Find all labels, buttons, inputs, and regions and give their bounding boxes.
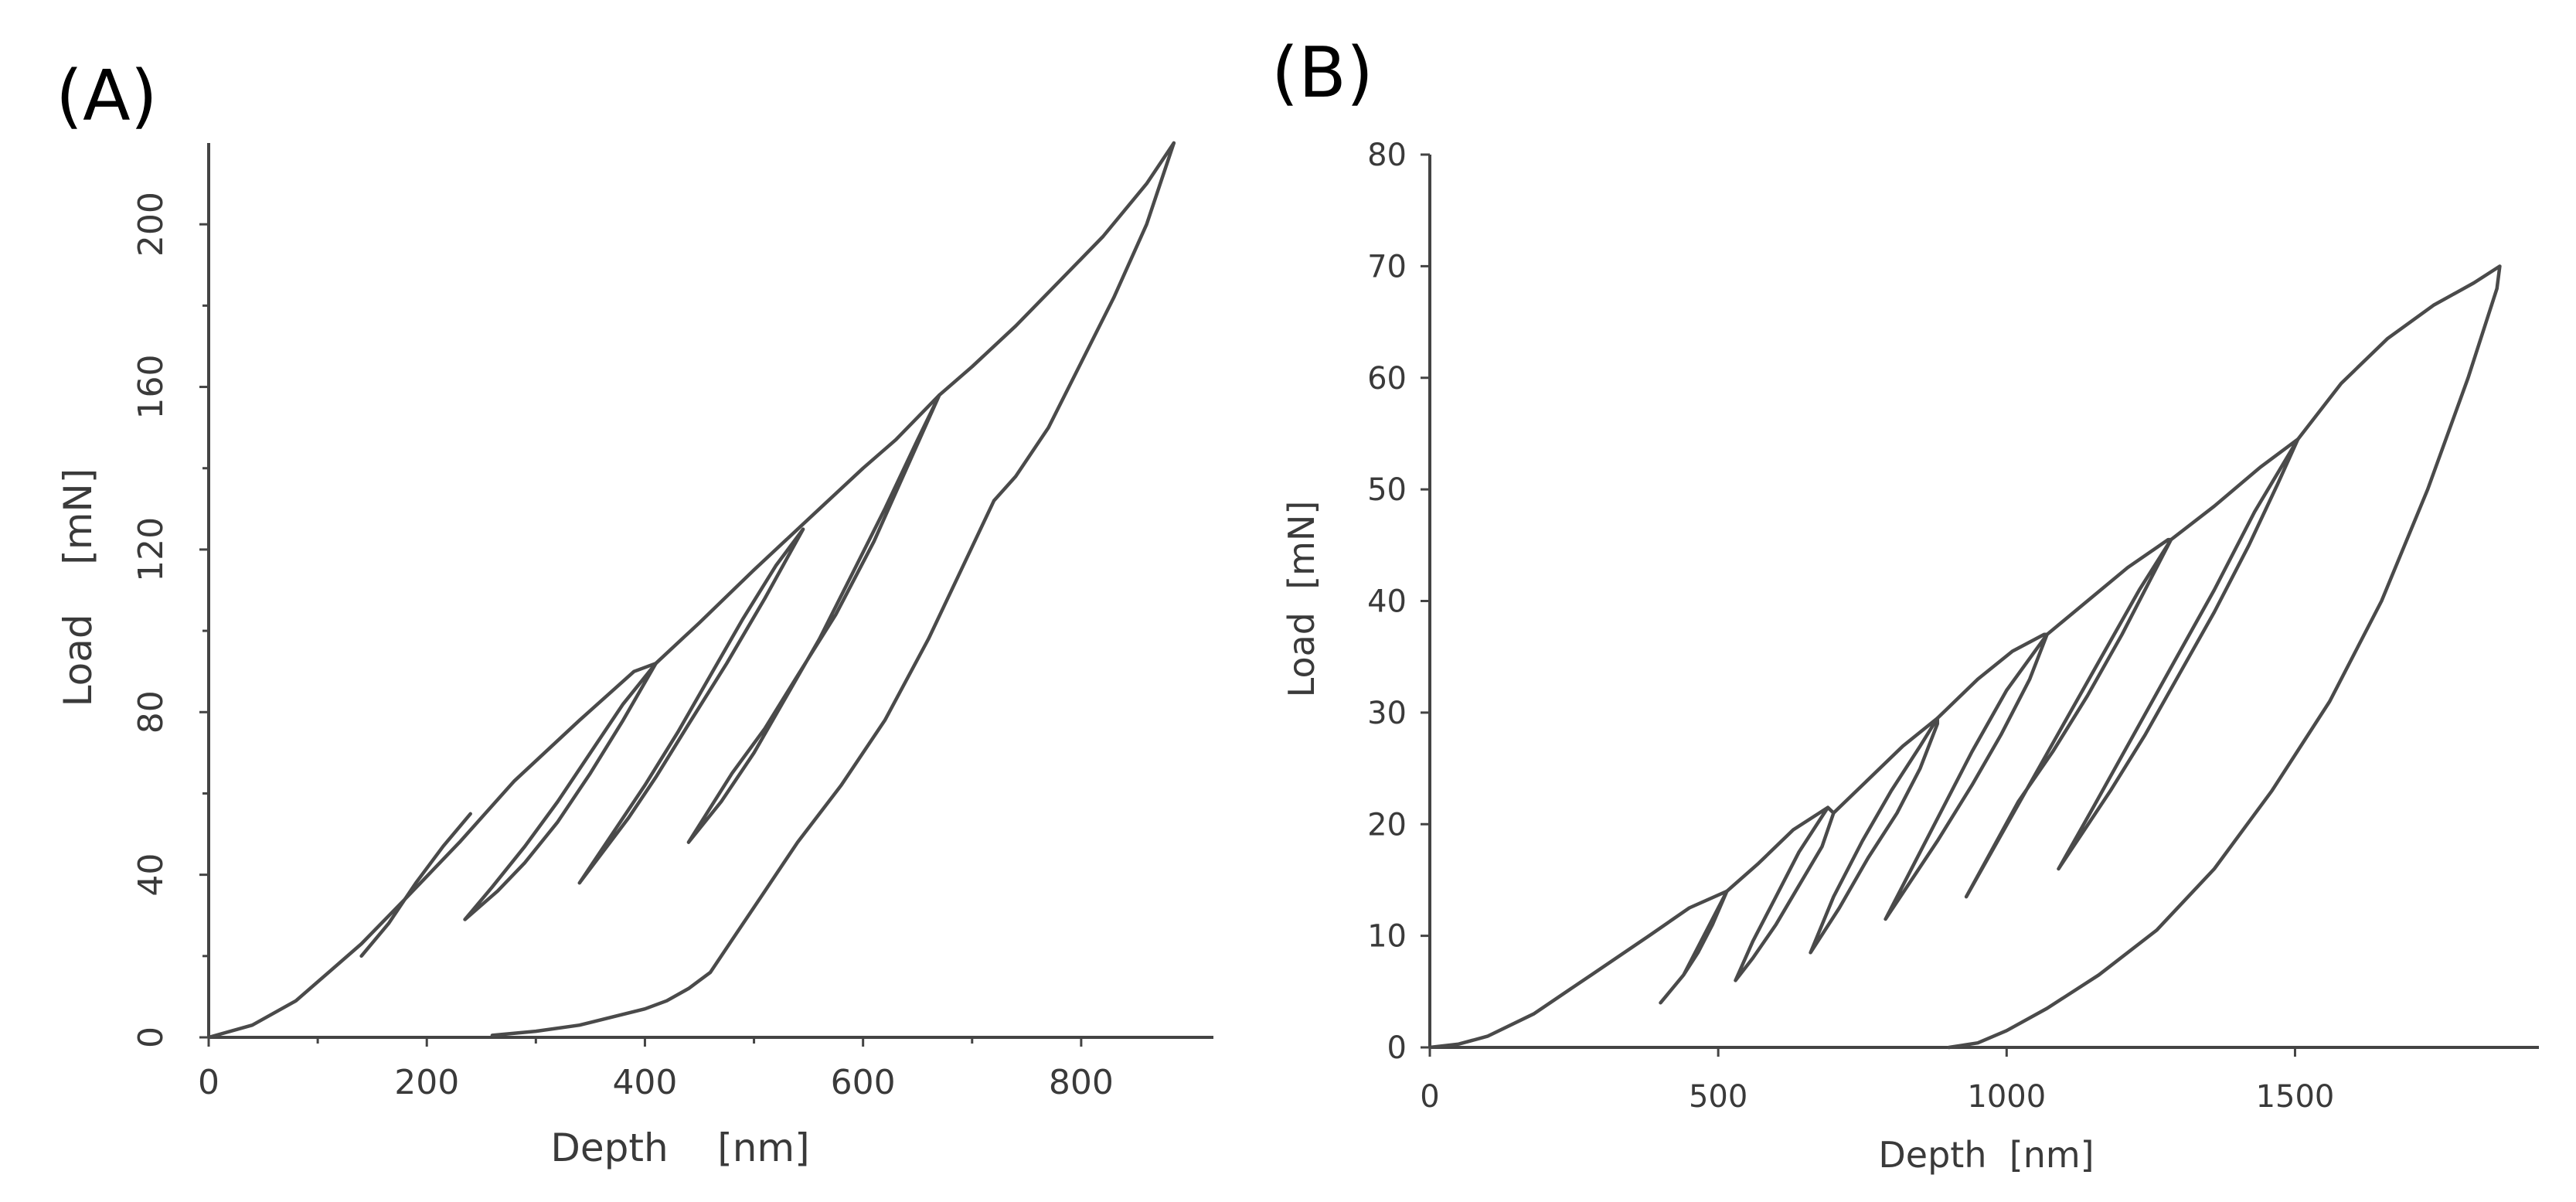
panel-a: (A) 0 200 400 600 800 0 40 80 120 160 200 Depth […	[56, 56, 1213, 1170]
panel-a-y-tick-label: 0	[131, 1027, 171, 1048]
panel-b-x-tick-label: 1500	[2256, 1079, 2335, 1115]
panel-b-y-axis-title: Load [mN]	[1281, 501, 1322, 698]
panel-b-y-tick-label: 0	[1387, 1030, 1407, 1066]
panel-b-series-cycle-5	[1964, 537, 2173, 899]
panel-b-x-tick-label: 1000	[1967, 1079, 2046, 1115]
panel-a-x-axis-title: Depth [nm]	[550, 1125, 809, 1170]
panel-b-series-final-cycle	[1947, 264, 2502, 1050]
panel-a-x-tick-label: 200	[394, 1063, 459, 1102]
panel-b: (B) 0 500 1000 1500 0 10 20 30 40 50 60 70 80 Depth…	[1271, 32, 2539, 1176]
panel-a-x-tick-label: 600	[831, 1063, 896, 1102]
panel-b-x-tick-label: 500	[1689, 1079, 1747, 1115]
panel-a-label: (A)	[56, 56, 158, 137]
panel-b-y-ticks: 0 10 20 30 40 50 60 70 80	[1367, 138, 1430, 1066]
panel-a-series-cycle-1	[359, 812, 472, 959]
panel-b-series-cycle-2	[1725, 805, 1836, 982]
panel-b-series-cycle-1	[1659, 889, 1729, 1005]
panel-b-series-cycle-6	[2057, 437, 2300, 871]
panel-b-curves	[1428, 264, 2502, 1050]
panel-b-y-tick-label: 30	[1367, 696, 1407, 731]
panel-b-label: (B)	[1271, 32, 1373, 114]
panel-a-series-loading	[206, 141, 1176, 1040]
panel-a-y-tick-label: 40	[131, 853, 171, 897]
panel-b-series-cycle-3	[1809, 716, 1940, 955]
panel-b-y-tick-label: 60	[1367, 361, 1407, 397]
panel-b-y-tick-label: 70	[1367, 249, 1407, 284]
panel-b-y-tick-label: 10	[1367, 919, 1407, 955]
panel-b-x-ticks: 0 500 1000 1500	[1420, 1047, 2334, 1115]
panel-a-y-tick-label: 160	[131, 355, 171, 420]
panel-a-y-ticks: 0 40 80 120 160 200	[131, 192, 209, 1048]
panel-b-x-axis-title: Depth [nm]	[1878, 1134, 2094, 1176]
panel-b-y-tick-label: 20	[1367, 807, 1407, 843]
panel-a-y-tick-label: 200	[131, 192, 171, 257]
panel-a-series-cycle-4	[686, 393, 941, 844]
panel-b-series-cycle-4	[1884, 632, 2049, 921]
panel-b-series-loading	[1428, 889, 1729, 1050]
panel-a-x-tick-label: 0	[198, 1063, 219, 1102]
panel-a-series-cycle-3	[577, 527, 805, 885]
panel-a-series-cycle-2	[463, 661, 658, 921]
panel-a-x-tick-label: 800	[1049, 1063, 1114, 1102]
panel-a-y-tick-label: 120	[131, 517, 171, 582]
panel-b-y-tick-label: 50	[1367, 472, 1407, 508]
panel-a-series-final-unloading	[490, 141, 1176, 1037]
panel-b-x-tick-label: 0	[1420, 1079, 1439, 1115]
panel-a-y-tick-label: 80	[131, 690, 171, 734]
panel-b-y-tick-label: 40	[1367, 584, 1407, 620]
panel-a-y-axis-title: Load [mN]	[56, 468, 100, 707]
panel-a-curves	[206, 141, 1176, 1040]
panel-a-x-ticks: 0 200 400 600 800	[198, 1037, 1114, 1102]
panel-b-y-tick-label: 80	[1367, 138, 1407, 173]
panel-a-x-tick-label: 400	[612, 1063, 677, 1102]
